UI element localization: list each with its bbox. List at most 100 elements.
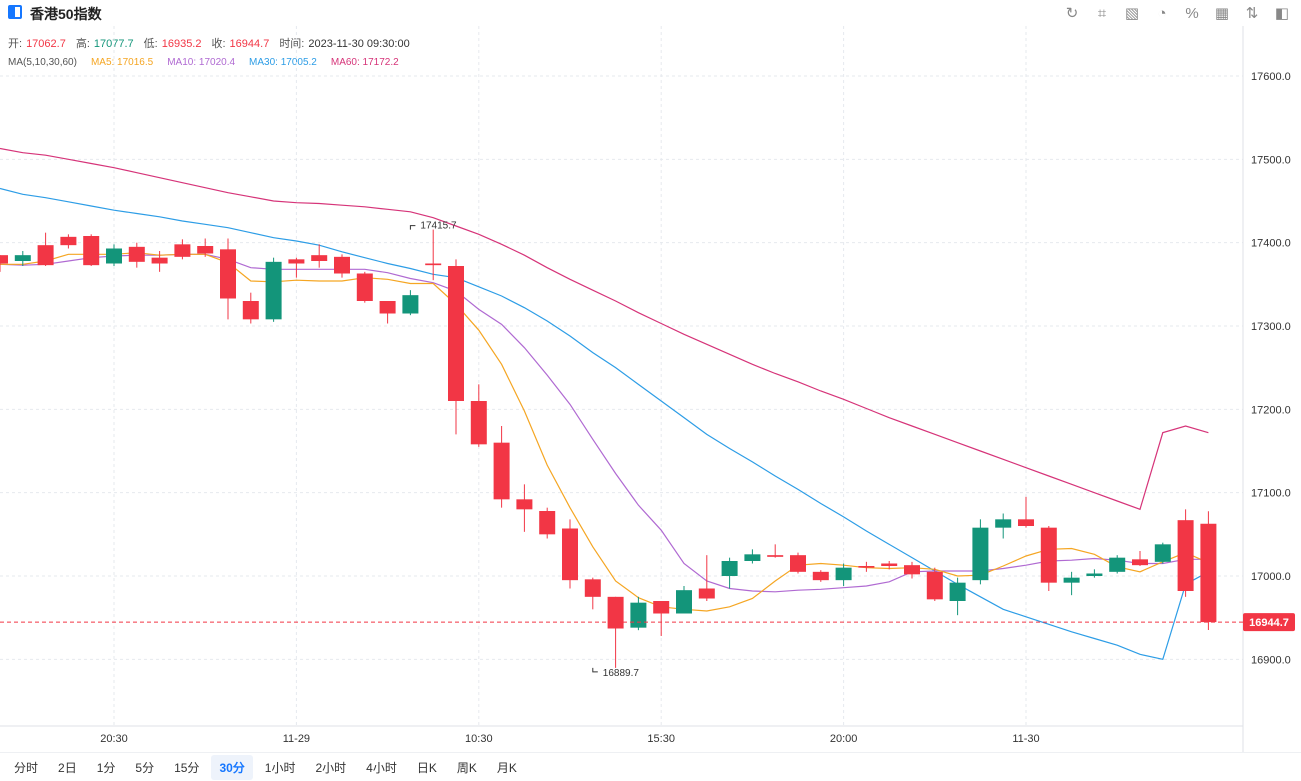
candle-body-23 xyxy=(516,499,533,510)
candle-body-45 xyxy=(1018,519,1034,526)
period-9[interactable]: 日K xyxy=(416,760,437,775)
pie-icon[interactable]: ◔ xyxy=(1157,4,1167,22)
candle-body-17 xyxy=(379,301,396,314)
image-icon[interactable]: ▧ xyxy=(1124,5,1140,22)
ma30-legend: MA30: 17005.2 xyxy=(249,57,317,68)
period-1[interactable]: 2日 xyxy=(58,760,77,775)
period-2[interactable]: 1分 xyxy=(96,760,116,775)
ma30-line xyxy=(0,187,1209,661)
candle-body-43 xyxy=(972,527,989,581)
period-4[interactable]: 15分 xyxy=(174,760,200,775)
candle-body-36 xyxy=(812,571,829,581)
period-5[interactable]: 30分 xyxy=(211,754,253,780)
ma10-line xyxy=(0,253,1209,593)
high-label: 高: xyxy=(75,38,90,50)
candle-body-40 xyxy=(904,565,920,575)
ma-legend: MA(5,10,30,60) MA5: 17016.5 MA10: 17020.… xyxy=(8,57,399,68)
candle-body-4 xyxy=(83,236,100,266)
close-label: 收: xyxy=(211,38,226,50)
open-value: 17062.7 xyxy=(26,38,66,50)
ma10-legend: MA10: 17020.4 xyxy=(167,57,236,68)
candle-body-9 xyxy=(197,246,214,254)
candle-body-0 xyxy=(0,255,8,264)
low-label: 低: xyxy=(143,38,158,50)
x-tick-label-4: 20:00 xyxy=(830,733,858,745)
period-selector: 分时 2日 1分 5分 15分 30分 1小时 2小时 4小时 日K 周K 月K xyxy=(0,752,1301,781)
chart-header: 香港50指数 ↻ ⌗ ▧ ◔% ▦ ⇅ ◧ xyxy=(0,0,1301,26)
low-annotation-marker xyxy=(592,667,598,673)
ma5-line xyxy=(0,252,1209,612)
candle-body-14 xyxy=(311,255,328,261)
candle-body-19 xyxy=(425,263,442,266)
candle-body-15 xyxy=(334,256,350,274)
candle-body-48 xyxy=(1086,573,1103,576)
close-readout: 收: 16944.7 xyxy=(211,35,269,51)
candle-body-6 xyxy=(128,246,145,262)
ohlc-readout: 开: 17062.7 高: 17077.7 低: 16935.2 收: 16944.7 … xyxy=(8,35,410,51)
candle-body-37 xyxy=(835,567,852,581)
candle-body-1 xyxy=(14,255,31,261)
ma-legend-label: MA(5,10,30,60) xyxy=(8,57,77,68)
x-tick-label-3: 15:30 xyxy=(647,733,675,745)
high-annotation-marker xyxy=(409,225,416,230)
y-tick-label-7: 17600.0 xyxy=(1251,71,1291,83)
candle-body-33 xyxy=(744,554,761,561)
candle-body-53 xyxy=(1200,523,1217,623)
x-tick-label-1: 11-29 xyxy=(283,733,310,745)
period-8[interactable]: 4小时 xyxy=(366,760,397,775)
open-label: 开: xyxy=(8,38,23,50)
candle-body-29 xyxy=(653,601,670,614)
candle-body-28 xyxy=(630,602,647,628)
chart-title: 香港50指数 xyxy=(30,6,102,22)
y-tick-label-4: 17300.0 xyxy=(1251,321,1291,333)
candle-body-11 xyxy=(242,301,259,320)
candle-body-26 xyxy=(584,579,601,597)
last-price-tag xyxy=(1243,613,1295,632)
candle-body-16 xyxy=(356,273,373,301)
panel-icon[interactable]: ◧ xyxy=(1274,5,1290,22)
time-readout: 时间: 2023-11-30 09:30:00 xyxy=(279,35,409,51)
y-tick-label-3: 17200.0 xyxy=(1251,404,1291,416)
percent-icon[interactable]: % xyxy=(1185,4,1199,22)
ma60-line xyxy=(0,147,1209,511)
grid-icon[interactable]: ▦ xyxy=(1214,5,1230,22)
ma60-legend: MA60: 17172.2 xyxy=(330,57,399,68)
period-0[interactable]: 分时 xyxy=(14,760,39,775)
chart-logo-icon xyxy=(8,5,22,19)
candle-body-5 xyxy=(106,248,122,264)
candle-body-13 xyxy=(288,259,305,264)
candle-body-30 xyxy=(676,590,692,614)
candle-body-50 xyxy=(1132,559,1148,566)
period-3[interactable]: 5分 xyxy=(135,760,155,775)
sort-icon[interactable]: ⇅ xyxy=(1245,5,1259,22)
y-tick-label-6: 17500.0 xyxy=(1251,154,1291,166)
y-tick-label-0: 16900.0 xyxy=(1251,654,1291,666)
candle-body-8 xyxy=(174,244,191,257)
candle-body-47 xyxy=(1063,577,1080,583)
high-annotation-label: 17415.7 xyxy=(420,221,457,232)
candle-body-44 xyxy=(995,519,1012,528)
candle-body-51 xyxy=(1154,544,1171,562)
low-readout: 低: 16935.2 xyxy=(144,35,202,51)
period-6[interactable]: 1小时 xyxy=(264,760,296,775)
candle-body-22 xyxy=(493,442,510,500)
candle-body-24 xyxy=(539,511,556,535)
refresh-icon[interactable]: ↻ xyxy=(1065,5,1079,22)
low-annotation-label: 16889.7 xyxy=(603,668,640,679)
y-tick-label-2: 17100.0 xyxy=(1251,488,1291,500)
candle-body-20 xyxy=(448,266,464,401)
candle-body-32 xyxy=(721,561,738,576)
period-7[interactable]: 2小时 xyxy=(315,760,347,775)
candle-body-46 xyxy=(1040,527,1057,583)
candle-body-10 xyxy=(220,249,236,299)
draw-icon[interactable]: ⌗ xyxy=(1097,4,1107,22)
y-tick-label-1: 17000.0 xyxy=(1251,571,1291,583)
x-tick-label-2: 10:30 xyxy=(465,733,493,745)
candle-body-2 xyxy=(37,245,54,266)
x-tick-label-5: 11-30 xyxy=(1012,733,1039,745)
time-label: 时间: xyxy=(279,38,305,50)
period-10[interactable]: 周K xyxy=(456,760,477,775)
last-price-label: 16944.7 xyxy=(1249,617,1289,629)
candlestick-chart[interactable]: 16900.0 17000.0 17100.0 17200.0 17300.0 17400… xyxy=(0,0,1301,752)
period-11[interactable]: 月K xyxy=(496,760,517,775)
